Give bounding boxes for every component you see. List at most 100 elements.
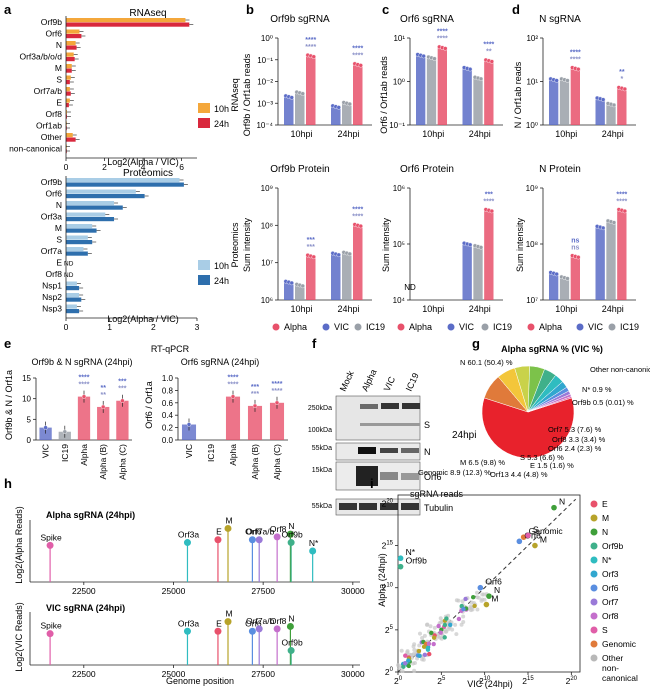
plot-frame [397,494,581,673]
point-label: N [559,497,565,507]
labeled-point [486,593,492,599]
legend-dot-vic [576,323,584,331]
lollipop-label: N [288,521,294,531]
bar [66,247,84,252]
category-label: E [56,258,62,268]
band-s-ic19 [402,403,420,409]
background-point [475,607,480,612]
bar [66,18,186,23]
bar [426,57,437,125]
sgrna-point [401,664,406,669]
bar [595,98,605,125]
category-label: E [56,98,62,108]
background-point [412,642,417,647]
background-point [417,631,422,636]
background-point [446,627,451,632]
bar [225,396,241,440]
significance-ic19: *** [307,244,315,251]
band-label-n: N [424,447,431,457]
pie-label: S 5.3 (6.6) % [520,453,564,462]
legend-dot [590,584,598,592]
y-tick-label: 10⁸ [526,240,538,249]
x-tick-label: Alpha (C) [272,444,282,480]
significance-vic: **** [570,49,581,56]
y-tick-label: 0.4 [162,411,174,420]
category-label: M [55,223,62,233]
significance-ic19: **** [352,53,363,60]
lollipop-label: Orf8 [270,616,287,626]
legend-label: N* [602,555,612,565]
labeled-point [397,555,404,562]
pie-label: Orf8 3.3 (3.4) % [552,435,606,444]
point-label: N [494,585,500,595]
x-tick-label: Alpha [79,444,89,466]
background-point [489,580,494,585]
bar [66,103,69,108]
y-tick-label: 10⁰ [526,121,538,130]
category-label: Orf9b [41,17,63,27]
bar [66,68,72,73]
replicate-point [358,63,363,68]
legend-ic19: IC19 [493,322,512,332]
x-tick-label: 25000 [162,586,186,596]
marker-55kda: 55kDa [312,445,332,452]
y-tick-label: 10⁻³ [257,99,273,108]
legend-dot [590,500,598,508]
labeled-point [516,538,523,545]
lollipop-label: E [216,618,222,628]
background-point [450,627,455,632]
band-label-tubulin: Tubulin [424,503,453,513]
panel-label-b: b [246,2,254,17]
bar [617,88,627,125]
lollipop-head [214,536,222,544]
legend-dot [590,514,598,522]
bar [66,75,71,80]
group-label: 24hpi [602,304,624,314]
d-protein-ylabel: Sum intensity [515,217,525,272]
pie-label: Other non-canonical 1.2 (1.1) % [590,365,650,374]
x-tick-label: 210 [479,676,491,686]
replicate-point [622,86,628,92]
pie-label: Orf6 2.4 (2.3) % [548,444,602,453]
h-alpha-title: Alpha sgRNA (24hpi) [46,510,135,520]
x-tick-label: 2 [151,322,156,332]
lollipop-label: Orf6 [245,527,262,537]
lollipop-head [183,627,191,635]
proteomics-title: Proteomics [123,168,173,179]
significance-vic: *** [118,379,126,386]
bar [549,79,559,125]
bar [66,205,123,210]
bar [116,400,129,440]
group-label: 24hpi [337,129,359,139]
pie-label: Orf7 5.3 (7.6) % [548,425,602,434]
background-point [469,600,474,605]
lollipop-head [248,536,256,544]
sgrna-point [470,595,476,600]
x-tick-exponent: 20 [570,676,577,682]
point-label: Orf6 [485,577,502,587]
replicate-point [565,78,570,83]
legend-label: non- [602,663,619,673]
x-tick-label: Alpha (B) [98,444,108,480]
replicate-point [611,220,617,225]
legend-dot [590,612,598,620]
bar [66,194,145,199]
category-label: N [56,200,62,210]
legend-dot [590,528,598,536]
category-label: Nsp2 [42,292,62,302]
significance-ic19: *** [251,391,259,398]
group-label: 10hpi [555,129,577,139]
background-point [412,668,417,673]
legend-dot-ic19 [354,323,362,331]
bar [66,224,93,229]
panel-label-f: f [312,336,317,351]
lollipop-head [287,539,295,547]
labeled-point [483,601,490,608]
point-label: N* [406,547,416,557]
bar [66,41,76,46]
lane-vic: VIC [382,375,398,393]
significance-vic: *** [307,237,315,244]
bar [295,285,305,300]
significance-vic: **** [305,37,316,44]
legend-ic19: IC19 [620,322,639,332]
